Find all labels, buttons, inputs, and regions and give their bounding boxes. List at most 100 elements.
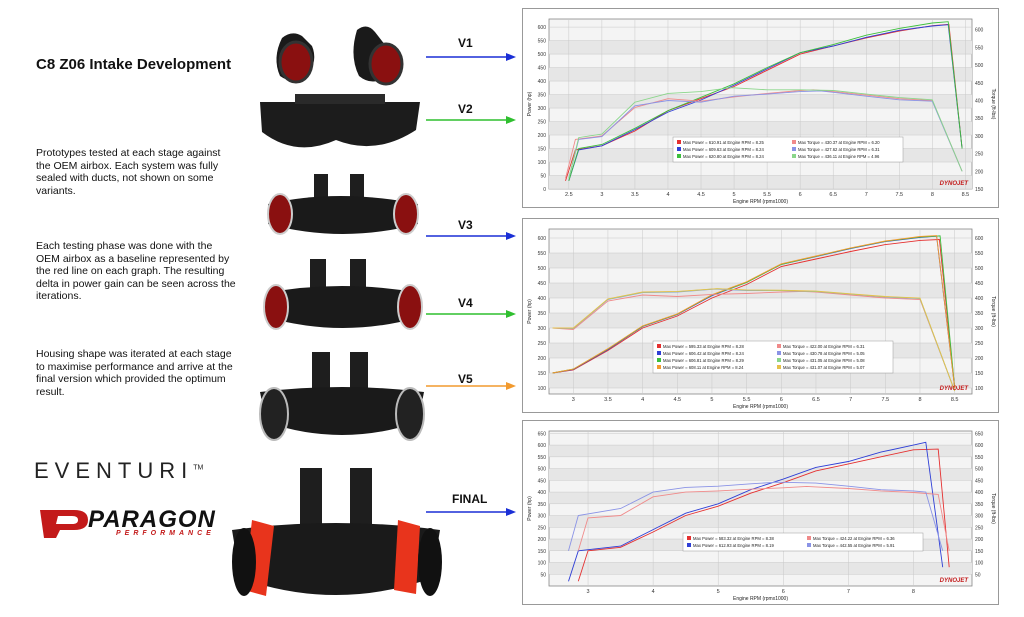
x-tick-label: 3 — [572, 397, 575, 403]
y2-tick-label: 300 — [975, 514, 984, 520]
dyno-chart-final: 50 100 150 200 250 300 350 400 450 500 550 600 650 50… — [522, 420, 999, 605]
legend-entry: Max Torque = 431.05 at Engine RPM = 5.08 — [783, 358, 865, 363]
eventuri-logo: EVENTURITM — [34, 458, 204, 483]
version-label-v5: V5 — [458, 372, 473, 386]
y2-tick-label: 150 — [975, 549, 984, 555]
legend-swatch — [677, 154, 681, 158]
grid-band — [549, 253, 972, 268]
y-tick-label: 150 — [538, 371, 547, 377]
legend-swatch — [687, 543, 691, 547]
y-tick-label: 100 — [538, 386, 547, 392]
arrow-head-2 — [506, 232, 516, 240]
y-tick-label: 200 — [538, 356, 547, 362]
legend-swatch — [657, 365, 661, 369]
paragon-p-icon — [40, 510, 88, 538]
version-arrows — [426, 53, 516, 516]
x-tick-label: 8.5 — [962, 192, 970, 198]
series-line-1 — [568, 24, 963, 182]
y2-tick-label: 550 — [975, 45, 984, 51]
x-tick-label: 4 — [666, 192, 669, 198]
legend-entry: Max Torque = 422.00 at Engine RPM = 6.31 — [783, 344, 865, 349]
legend-swatch — [792, 140, 796, 144]
y-tick-label: 0 — [543, 187, 546, 193]
x-axis-label: Engine RPM (rpmx1000) — [733, 199, 788, 205]
y2-axis-label: Torque (ft-lbs) — [990, 89, 996, 120]
series-line-5 — [568, 87, 963, 179]
legend-box — [672, 136, 904, 163]
legend-swatch — [807, 536, 811, 540]
legend-swatch — [777, 358, 781, 362]
y2-tick-label: 250 — [975, 525, 984, 531]
y-tick-label: 100 — [538, 561, 547, 567]
y-tick-label: 200 — [538, 133, 547, 139]
legend-entry: Max Torque = 436.11 at Engine RPM = 4.96 — [798, 154, 880, 159]
x-tick-label: 4 — [652, 589, 655, 595]
intake-v3-image — [267, 174, 419, 235]
grid-band — [549, 562, 972, 575]
y2-tick-label: 600 — [975, 443, 984, 449]
grid-band — [549, 40, 972, 55]
dynojet-watermark: DYNOJET — [940, 386, 970, 392]
description-paragraph-2: Each testing phase was done with the OEM… — [36, 240, 236, 302]
y2-axis-label: Torque (ft-lbs) — [990, 296, 996, 327]
y2-tick-label: 400 — [975, 490, 984, 496]
intake-v4-image — [263, 259, 423, 330]
y2-tick-label: 300 — [975, 134, 984, 140]
series-line-1 — [568, 441, 944, 582]
legend-entry: Max Power = 608.11 at Engine RPM = 8.24 — [663, 365, 744, 370]
legend-swatch — [677, 147, 681, 151]
y2-tick-label: 100 — [975, 386, 984, 392]
series-line-4 — [568, 90, 963, 179]
grid-band — [549, 468, 972, 481]
x-tick-label: 8 — [912, 589, 915, 595]
legend-swatch — [657, 351, 661, 355]
legend-entry: Max Torque = 427.62 at Engine RPM = 6.31 — [798, 147, 880, 152]
x-tick-label: 8.5 — [951, 397, 959, 403]
x-tick-label: 8 — [931, 192, 934, 198]
y-tick-label: 450 — [538, 478, 547, 484]
y-axis-label: Power (hp) — [527, 496, 533, 521]
x-axis-label: Engine RPM (rpmx1000) — [733, 596, 788, 602]
y2-tick-label: 350 — [975, 311, 984, 317]
legend-box — [682, 532, 924, 552]
y2-tick-label: 500 — [975, 63, 984, 69]
y-tick-label: 550 — [538, 455, 547, 461]
y2-tick-label: 450 — [975, 81, 984, 87]
series-line-2 — [568, 21, 963, 182]
legend-swatch — [677, 140, 681, 144]
x-tick-label: 5 — [710, 397, 713, 403]
legend-swatch — [792, 154, 796, 158]
y2-tick-label: 350 — [975, 502, 984, 508]
x-tick-label: 5.5 — [743, 397, 751, 403]
series-line-4 — [552, 290, 956, 392]
y-tick-label: 500 — [538, 266, 547, 272]
y2-tick-label: 450 — [975, 281, 984, 287]
y-tick-label: 400 — [538, 490, 547, 496]
y-tick-label: 350 — [538, 311, 547, 317]
x-tick-label: 7.5 — [881, 397, 889, 403]
y-axis-label: Power (hp) — [527, 299, 533, 324]
dyno-chart-v3-v5: 100 150 200 250 300 350 400 450 500 550 600 100 150 2… — [522, 218, 999, 413]
x-tick-label: 7.5 — [895, 192, 903, 198]
y-tick-label: 400 — [538, 79, 547, 85]
intake-v2-image — [260, 94, 420, 148]
y-tick-label: 350 — [538, 93, 547, 99]
y-tick-label: 600 — [538, 236, 547, 242]
x-tick-label: 5 — [733, 192, 736, 198]
chart-svg-2: 5010015020025030035040045050055060065050… — [527, 430, 996, 602]
version-label-v4: V4 — [458, 296, 473, 310]
grid-band — [549, 445, 972, 457]
grid-band — [549, 492, 972, 504]
legend-entry: Max Torque = 430.37 at Engine RPM = 6.20 — [798, 140, 880, 145]
version-label-v3: V3 — [458, 218, 473, 232]
arrow-head-1 — [506, 116, 516, 124]
x-tick-label: 7 — [865, 192, 868, 198]
x-tick-label: 6.5 — [829, 192, 837, 198]
y2-tick-label: 600 — [975, 28, 984, 34]
x-tick-label: 2.5 — [565, 192, 573, 198]
chart-svg-1: 100 150 200 250 300 350 400 450 500 550 600 100 150 2… — [527, 228, 996, 410]
legend-swatch — [777, 365, 781, 369]
version-label-v2: V2 — [458, 102, 473, 116]
version-label-v1: V1 — [458, 36, 473, 50]
x-tick-label: 4.5 — [697, 192, 705, 198]
